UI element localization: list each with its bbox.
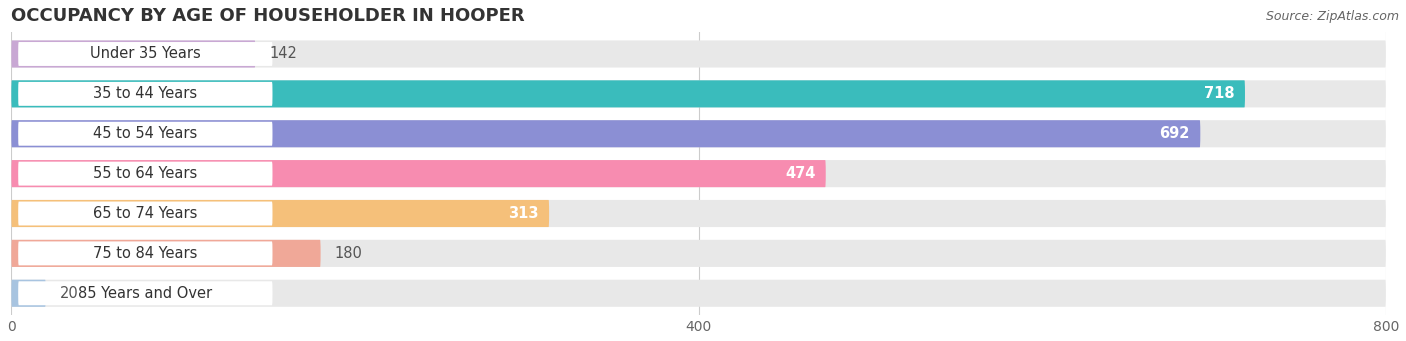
Text: 142: 142 (269, 46, 297, 61)
Text: 718: 718 (1204, 86, 1234, 101)
FancyBboxPatch shape (18, 122, 273, 146)
FancyBboxPatch shape (11, 41, 1386, 68)
FancyBboxPatch shape (18, 202, 273, 225)
Text: 692: 692 (1160, 126, 1189, 141)
FancyBboxPatch shape (18, 162, 273, 186)
Text: 20: 20 (59, 286, 79, 301)
FancyBboxPatch shape (11, 240, 1386, 267)
Text: OCCUPANCY BY AGE OF HOUSEHOLDER IN HOOPER: OCCUPANCY BY AGE OF HOUSEHOLDER IN HOOPE… (11, 7, 524, 25)
FancyBboxPatch shape (18, 82, 273, 106)
FancyBboxPatch shape (11, 80, 1244, 107)
Text: 85 Years and Over: 85 Years and Over (79, 286, 212, 301)
FancyBboxPatch shape (11, 280, 1386, 307)
Text: 55 to 64 Years: 55 to 64 Years (93, 166, 197, 181)
Text: Source: ZipAtlas.com: Source: ZipAtlas.com (1265, 10, 1399, 23)
FancyBboxPatch shape (18, 281, 273, 305)
FancyBboxPatch shape (11, 41, 256, 68)
FancyBboxPatch shape (11, 80, 1386, 107)
Text: 35 to 44 Years: 35 to 44 Years (93, 86, 197, 101)
FancyBboxPatch shape (11, 160, 825, 187)
Text: 45 to 54 Years: 45 to 54 Years (93, 126, 197, 141)
Text: 313: 313 (509, 206, 538, 221)
Text: 474: 474 (785, 166, 815, 181)
FancyBboxPatch shape (11, 240, 321, 267)
FancyBboxPatch shape (18, 241, 273, 265)
FancyBboxPatch shape (11, 200, 550, 227)
Text: 65 to 74 Years: 65 to 74 Years (93, 206, 197, 221)
FancyBboxPatch shape (11, 120, 1201, 147)
FancyBboxPatch shape (11, 280, 45, 307)
FancyBboxPatch shape (11, 120, 1386, 147)
Text: 180: 180 (335, 246, 363, 261)
Text: 75 to 84 Years: 75 to 84 Years (93, 246, 197, 261)
FancyBboxPatch shape (11, 200, 1386, 227)
FancyBboxPatch shape (11, 160, 1386, 187)
FancyBboxPatch shape (18, 42, 273, 66)
Text: Under 35 Years: Under 35 Years (90, 46, 201, 61)
